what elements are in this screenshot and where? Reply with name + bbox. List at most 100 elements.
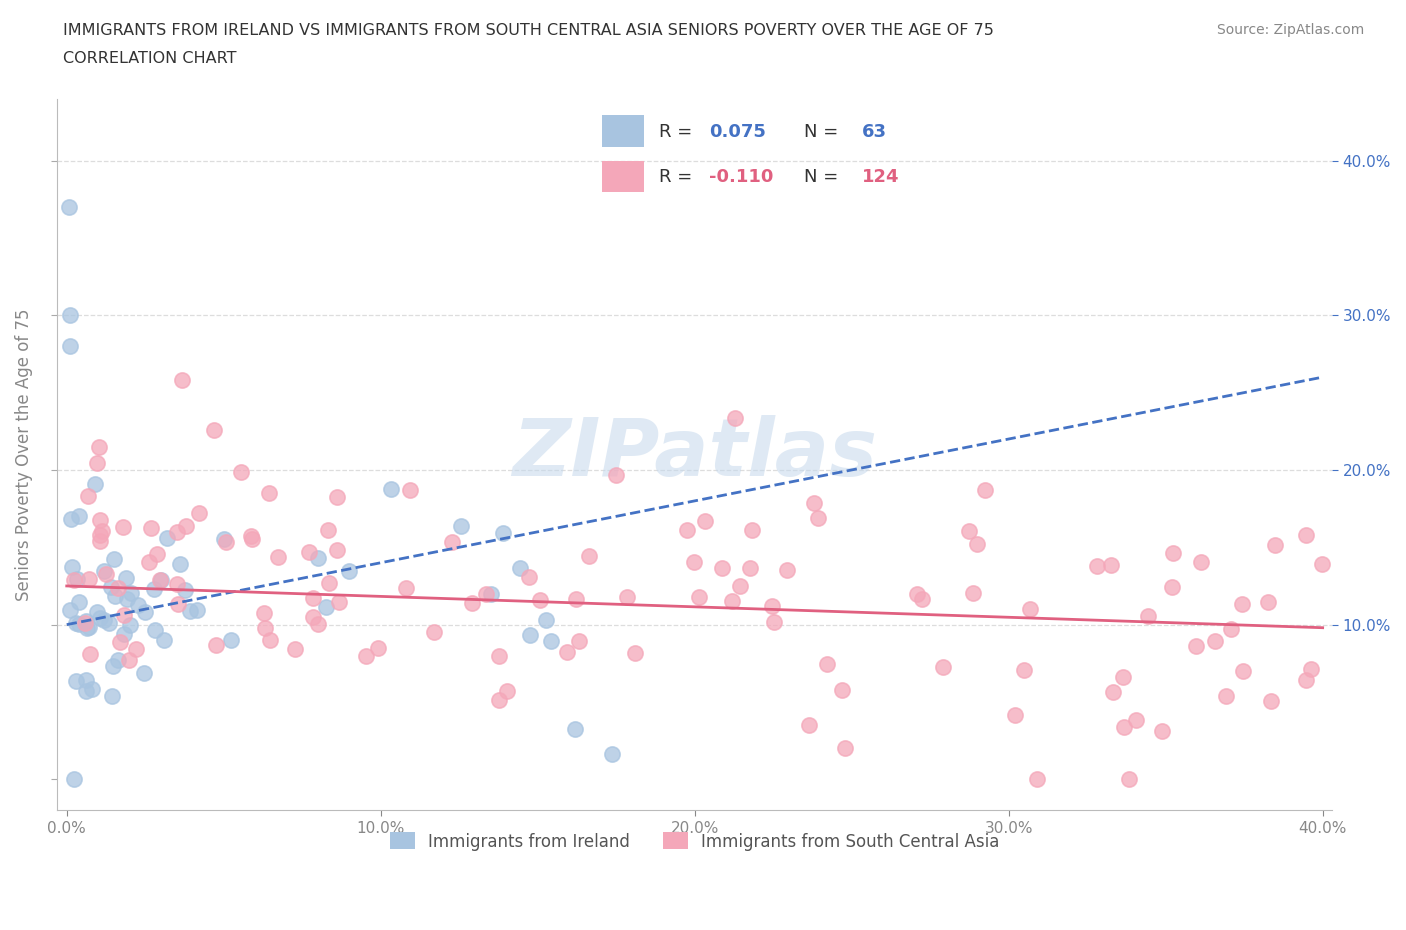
Point — [932, 659, 955, 674]
Point — [1299, 661, 1322, 676]
Text: ZIPatlas: ZIPatlas — [512, 416, 877, 494]
Point — [1012, 662, 1035, 677]
Point — [77, 619, 100, 634]
Point — [79, 647, 101, 662]
Point — [65, 616, 87, 631]
Point — [239, 529, 262, 544]
Point — [1204, 634, 1226, 649]
Point — [326, 489, 349, 504]
Point — [1099, 558, 1122, 573]
Point — [298, 545, 321, 560]
Point — [156, 531, 179, 546]
Point — [724, 411, 747, 426]
Point — [1004, 708, 1026, 723]
Point — [187, 505, 209, 520]
Point — [1114, 719, 1136, 734]
Point — [440, 534, 463, 549]
Point — [302, 609, 325, 624]
Point — [134, 666, 156, 681]
Point — [301, 591, 323, 605]
Point — [475, 587, 498, 602]
Point — [111, 520, 134, 535]
Point — [127, 597, 149, 612]
Point — [315, 599, 337, 614]
Point — [174, 519, 197, 534]
Point — [63, 573, 86, 588]
Point — [115, 591, 138, 606]
Point — [578, 549, 600, 564]
Point — [118, 652, 141, 667]
Point — [112, 607, 135, 622]
Point — [616, 590, 638, 604]
Point — [179, 604, 201, 618]
Point — [1312, 557, 1334, 572]
Point — [101, 688, 124, 703]
Point — [205, 638, 228, 653]
Point — [325, 543, 347, 558]
Point — [112, 627, 135, 642]
Text: CORRELATION CHART: CORRELATION CHART — [63, 51, 236, 66]
Point — [831, 683, 853, 698]
Point — [1189, 554, 1212, 569]
Point — [741, 523, 763, 538]
Point — [254, 620, 277, 635]
Point — [75, 672, 97, 687]
Point — [107, 652, 129, 667]
Point — [96, 566, 118, 581]
Point — [59, 339, 82, 353]
Point — [962, 585, 984, 600]
Point — [488, 692, 510, 707]
Point — [761, 599, 783, 614]
Point — [1215, 689, 1237, 704]
Point — [1102, 685, 1125, 700]
Point — [509, 561, 531, 576]
Text: Source: ZipAtlas.com: Source: ZipAtlas.com — [1216, 23, 1364, 37]
Point — [134, 604, 156, 619]
Point — [966, 537, 988, 551]
Point — [605, 468, 627, 483]
Point — [93, 564, 115, 578]
Point — [59, 603, 82, 618]
Point — [89, 439, 111, 454]
Point — [152, 632, 174, 647]
Point — [728, 578, 751, 593]
Point — [89, 512, 111, 527]
Point — [1018, 602, 1040, 617]
Point — [1264, 538, 1286, 552]
Point — [565, 591, 588, 606]
Point — [67, 617, 90, 631]
Point — [1260, 694, 1282, 709]
Point — [776, 562, 799, 577]
Point — [79, 571, 101, 586]
Point — [307, 551, 329, 565]
Point — [143, 623, 166, 638]
Point — [284, 642, 307, 657]
Point — [80, 682, 103, 697]
Point — [253, 605, 276, 620]
Point — [534, 613, 557, 628]
Point — [84, 476, 107, 491]
Point — [568, 633, 591, 648]
Point — [1230, 596, 1253, 611]
Point — [139, 521, 162, 536]
Point — [59, 308, 82, 323]
Point — [1160, 579, 1182, 594]
Point — [517, 570, 540, 585]
Point — [380, 482, 402, 497]
Point — [138, 554, 160, 569]
Point — [807, 511, 830, 525]
Point — [120, 585, 142, 600]
Point — [75, 614, 97, 629]
Point — [1219, 621, 1241, 636]
Point — [738, 560, 761, 575]
Point — [86, 604, 108, 619]
Point — [488, 648, 510, 663]
Point — [307, 617, 329, 631]
Legend: Immigrants from Ireland, Immigrants from South Central Asia: Immigrants from Ireland, Immigrants from… — [381, 824, 1008, 858]
Point — [367, 641, 389, 656]
Point — [166, 525, 188, 539]
Point — [100, 579, 122, 594]
Point — [267, 550, 290, 565]
Point — [240, 532, 263, 547]
Point — [337, 564, 360, 578]
